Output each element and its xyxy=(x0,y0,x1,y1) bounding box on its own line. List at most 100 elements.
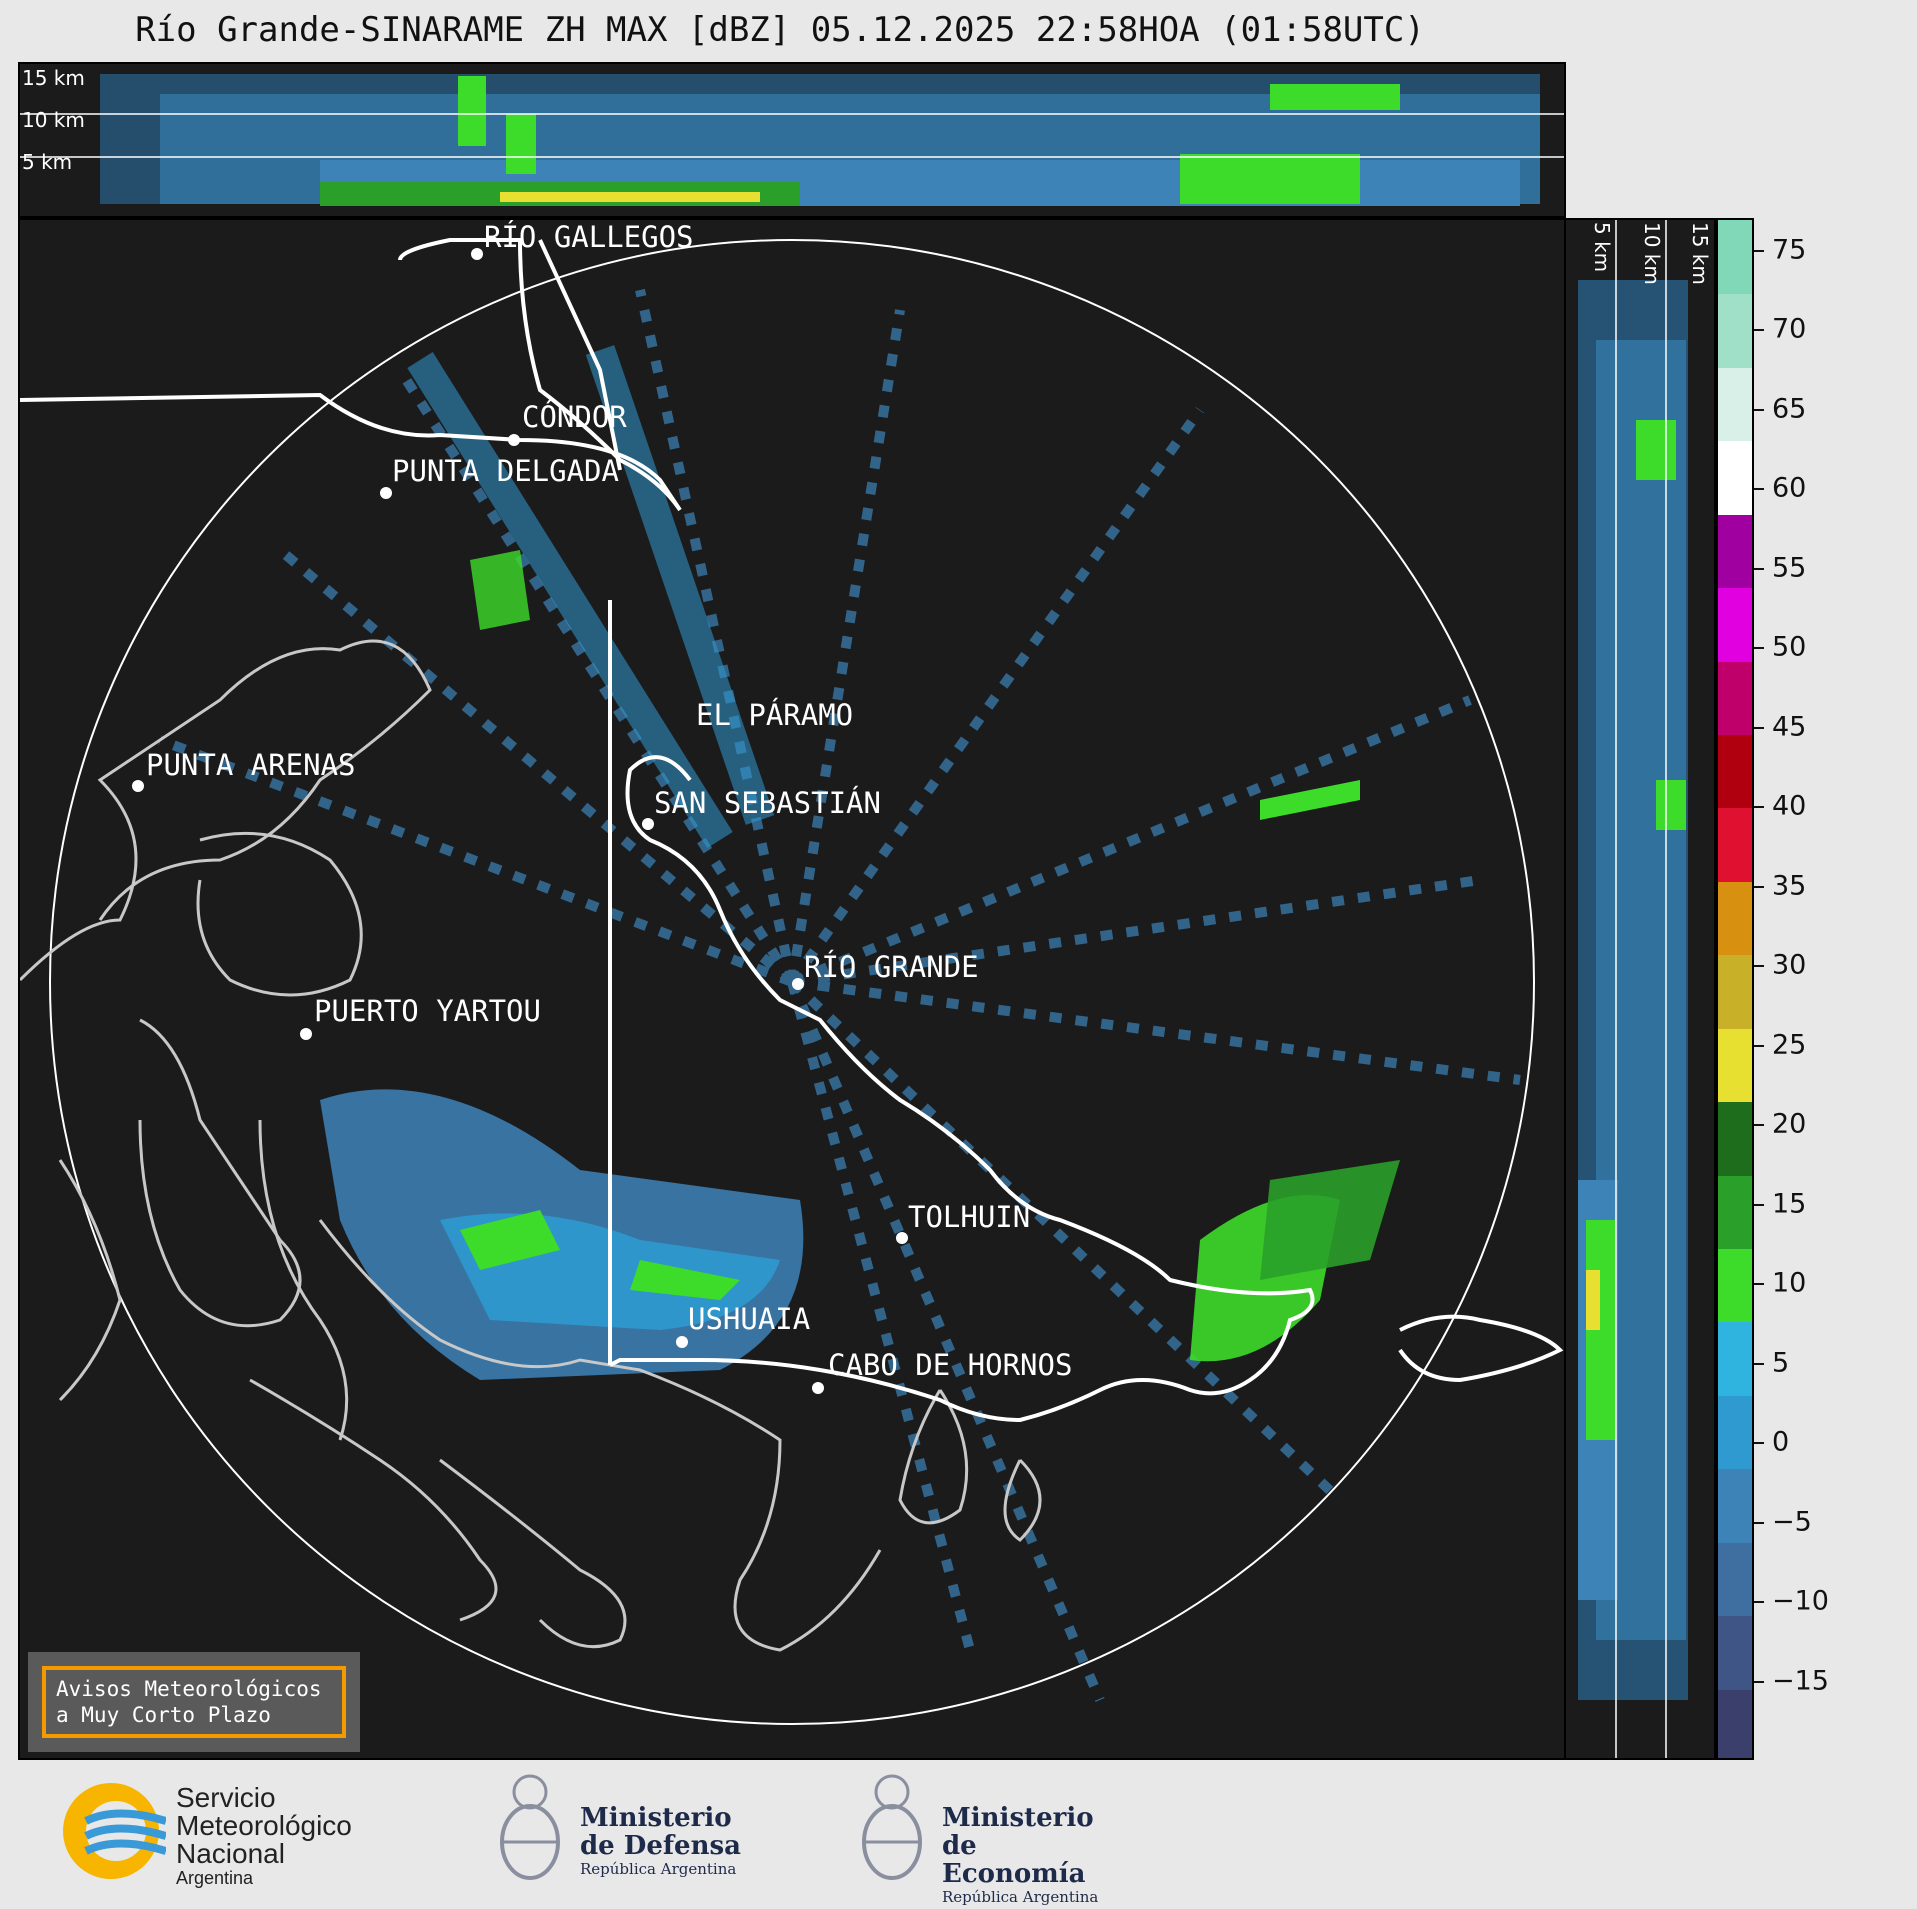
colorbar-segment xyxy=(1718,1688,1752,1758)
place-condor: CÓNDOR xyxy=(522,400,627,434)
colorbar-tick xyxy=(1754,965,1764,968)
economia-line2: de Economía xyxy=(942,1831,1086,1889)
colorbar-tick-label: 5 xyxy=(1772,1347,1790,1379)
colorbar-tick xyxy=(1754,488,1764,491)
smn-logo-icon xyxy=(63,1783,166,1879)
place-rio-gallegos: RÍO GALLEGOS xyxy=(484,220,694,254)
radar-map xyxy=(20,238,1564,1725)
right-cross-section-panel: 5 km 10 km 15 km xyxy=(1564,218,1716,1760)
colorbar-segment xyxy=(1718,1027,1752,1103)
colorbar-segment xyxy=(1718,293,1752,368)
colorbar-segment xyxy=(1718,954,1752,1029)
echo-areas xyxy=(320,550,1400,1380)
defensa-logo: Ministerio de Defensa República Argentin… xyxy=(494,1770,754,1890)
colorbar-tick-label: 25 xyxy=(1772,1029,1807,1061)
top-cross-section-echoes xyxy=(20,74,1564,206)
colorbar-tick xyxy=(1754,1124,1764,1127)
colorbar-tick xyxy=(1754,1680,1764,1683)
colorbar-tick-label: 70 xyxy=(1772,313,1807,345)
colorbar-tick xyxy=(1754,249,1764,252)
colorbar-tick xyxy=(1754,329,1764,332)
avisos-line2: a Muy Corto Plazo xyxy=(56,1703,271,1727)
colorbar-segment xyxy=(1718,587,1752,662)
place-puerto-yartou: PUERTO YARTOU xyxy=(314,994,541,1028)
radar-map-panel[interactable]: RÍO GALLEGOS CÓNDOR PUNTA DELGADA EL PÁR… xyxy=(18,218,1566,1760)
colorbar-segment xyxy=(1718,1321,1752,1396)
colorbar-tick xyxy=(1754,1044,1764,1047)
colorbar-tick xyxy=(1754,1203,1764,1206)
colorbar-tick-label: 0 xyxy=(1772,1426,1790,1458)
defensa-sub: República Argentina xyxy=(580,1860,737,1878)
defensa-line1: Ministerio xyxy=(580,1803,732,1833)
colorbar-tick xyxy=(1754,1283,1764,1286)
economia-logo: Ministerio de Economía República Argenti… xyxy=(856,1770,1116,1906)
colorbar-tick-label: 35 xyxy=(1772,870,1807,902)
avisos-badge[interactable]: Avisos Meteorológicos a Muy Corto Plazo xyxy=(28,1652,360,1752)
colorbar-tick xyxy=(1754,567,1764,570)
smn-line3: Nacional xyxy=(176,1838,285,1869)
colorbar-segment xyxy=(1718,1248,1752,1323)
defensa-line2: de Defensa xyxy=(580,1831,741,1861)
colorbar-tick xyxy=(1754,1362,1764,1365)
coastlines xyxy=(20,639,1042,1652)
place-cabo-de-hornos: CABO DE HORNOS xyxy=(828,1348,1073,1382)
place-tolhuin: TOLHUIN xyxy=(908,1200,1031,1234)
right-cross-section-echoes xyxy=(1578,220,1688,1758)
colorbar-tick-label: 75 xyxy=(1772,234,1807,266)
dbz-colorbar-ticks: 75 70 65 60 55 50 45 40 35 30 25 20 15 10 5 0 −5 −10 −15 xyxy=(1754,218,1904,1760)
economia-sub: República Argentina xyxy=(942,1888,1099,1906)
smn-line1: Servicio xyxy=(176,1782,276,1813)
colorbar-segment xyxy=(1718,1615,1752,1690)
colorbar-tick-label: 65 xyxy=(1772,393,1807,425)
colorbar-segment xyxy=(1718,1541,1752,1617)
top-altitude-label-10: 10 km xyxy=(22,108,85,132)
dbz-colorbar xyxy=(1716,218,1754,1760)
top-altitude-label-15: 15 km xyxy=(22,66,85,90)
colorbar-segment xyxy=(1718,807,1752,882)
argentina-shield-icon xyxy=(862,1774,922,1880)
colorbar-tick-label: 20 xyxy=(1772,1108,1807,1140)
colorbar-segment xyxy=(1718,220,1752,295)
right-altitude-label-15: 15 km xyxy=(1688,222,1712,285)
city-markers xyxy=(132,248,908,1394)
place-ushuaia: USHUAIA xyxy=(688,1302,811,1336)
radar-title: Río Grande-SINARAME ZH MAX [dBZ] 05.12.2… xyxy=(135,10,1425,50)
range-ring xyxy=(49,239,1535,1725)
place-san-sebastian: SAN SEBASTIÁN xyxy=(654,786,881,820)
argentina-shield-icon xyxy=(500,1774,560,1880)
colorbar-tick-label: 10 xyxy=(1772,1267,1807,1299)
colorbar-tick-label: 15 xyxy=(1772,1188,1807,1220)
place-el-paramo: EL PÁRAMO xyxy=(696,698,854,732)
colorbar-segment xyxy=(1718,880,1752,956)
top-cross-section-panel: 15 km 10 km 5 km xyxy=(18,62,1566,218)
colorbar-tick xyxy=(1754,885,1764,888)
colorbar-segment xyxy=(1718,734,1752,809)
right-altitude-label-10: 10 km xyxy=(1640,222,1664,285)
economia-line1: Ministerio xyxy=(942,1803,1094,1833)
place-punta-delgada: PUNTA DELGADA xyxy=(392,454,619,488)
colorbar-tick-label: 55 xyxy=(1772,552,1807,584)
colorbar-segment xyxy=(1718,1468,1752,1543)
colorbar-tick-label: 60 xyxy=(1772,472,1807,504)
smn-logo: Servicio Meteorológico Nacional Argentin… xyxy=(56,1770,396,1890)
colorbar-tick xyxy=(1754,1442,1764,1445)
colorbar-tick xyxy=(1754,1521,1764,1524)
colorbar-tick-label: −5 xyxy=(1772,1506,1812,1538)
colorbar-tick-label: 30 xyxy=(1772,949,1807,981)
right-altitude-label-5: 5 km xyxy=(1590,222,1614,273)
colorbar-tick-label: 40 xyxy=(1772,790,1807,822)
colorbar-segment xyxy=(1718,1174,1752,1249)
colorbar-tick xyxy=(1754,408,1764,411)
colorbar-tick xyxy=(1754,1601,1764,1604)
colorbar-segment xyxy=(1718,1101,1752,1176)
top-altitude-label-5: 5 km xyxy=(22,150,73,174)
place-punta-arenas: PUNTA ARENAS xyxy=(146,748,356,782)
colorbar-tick-label: −10 xyxy=(1772,1585,1829,1617)
colorbar-tick-label: 50 xyxy=(1772,631,1807,663)
colorbar-tick-label: 45 xyxy=(1772,711,1807,743)
colorbar-segment xyxy=(1718,366,1752,442)
colorbar-tick xyxy=(1754,726,1764,729)
colorbar-segment xyxy=(1718,1394,1752,1470)
colorbar-tick xyxy=(1754,806,1764,809)
smn-line2: Meteorológico xyxy=(176,1810,352,1841)
